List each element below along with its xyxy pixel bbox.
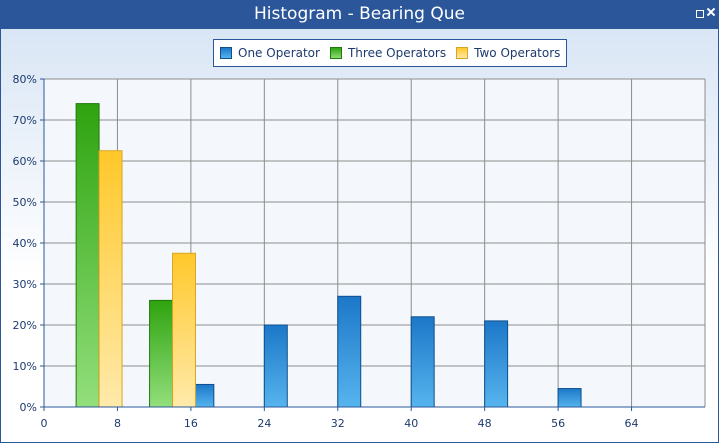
x-tick-label: 48 [478,417,492,430]
bar-three-operators [75,103,100,408]
legend-label: Two Operators [474,46,561,60]
legend-item-three-operators[interactable]: Three Operators [329,46,447,60]
x-tick-label: 24 [257,417,271,430]
y-tick-label: 40% [13,237,37,250]
title-bar: Histogram - Bearing Que [1,1,718,29]
legend: One Operator Three Operators Two Operato… [213,39,568,67]
bar-one-operator [263,324,288,408]
y-tick-label: 80% [13,73,37,86]
legend-label: Three Operators [347,46,447,60]
legend-item-two-operators[interactable]: Two Operators [456,46,560,60]
legend-swatch-three-operators [329,47,342,59]
legend-swatch-two-operators [456,47,469,59]
restore-icon[interactable] [696,10,704,18]
window-title: Histogram - Bearing Que [254,4,465,24]
x-tick-label: 16 [184,417,198,430]
y-tick-label: 60% [13,155,37,168]
bar-one-operator [484,320,509,408]
y-tick-label: 70% [13,114,37,127]
y-tick-label: 20% [13,319,37,332]
bar-two-operators [98,150,123,408]
legend-item-one-operator[interactable]: One Operator [220,46,320,60]
x-tick-label: 64 [625,417,639,430]
legend-label: One Operator [238,46,320,60]
x-tick-label: 40 [404,417,418,430]
bar-one-operator [337,295,362,408]
bar-one-operator [557,388,582,408]
x-tick-label: 56 [551,417,565,430]
x-tick-label: 8 [114,417,121,430]
y-tick-label: 0% [20,401,37,414]
x-tick-label: 0 [41,417,48,430]
y-tick-label: 10% [13,360,37,373]
bar-three-operators [149,299,174,408]
y-tick-label: 30% [13,278,37,291]
bar-two-operators [172,252,196,408]
x-tick-label: 32 [331,417,345,430]
bar-one-operator [410,316,435,408]
legend-swatch-one-operator [220,47,232,59]
y-tick-label: 50% [13,196,37,209]
